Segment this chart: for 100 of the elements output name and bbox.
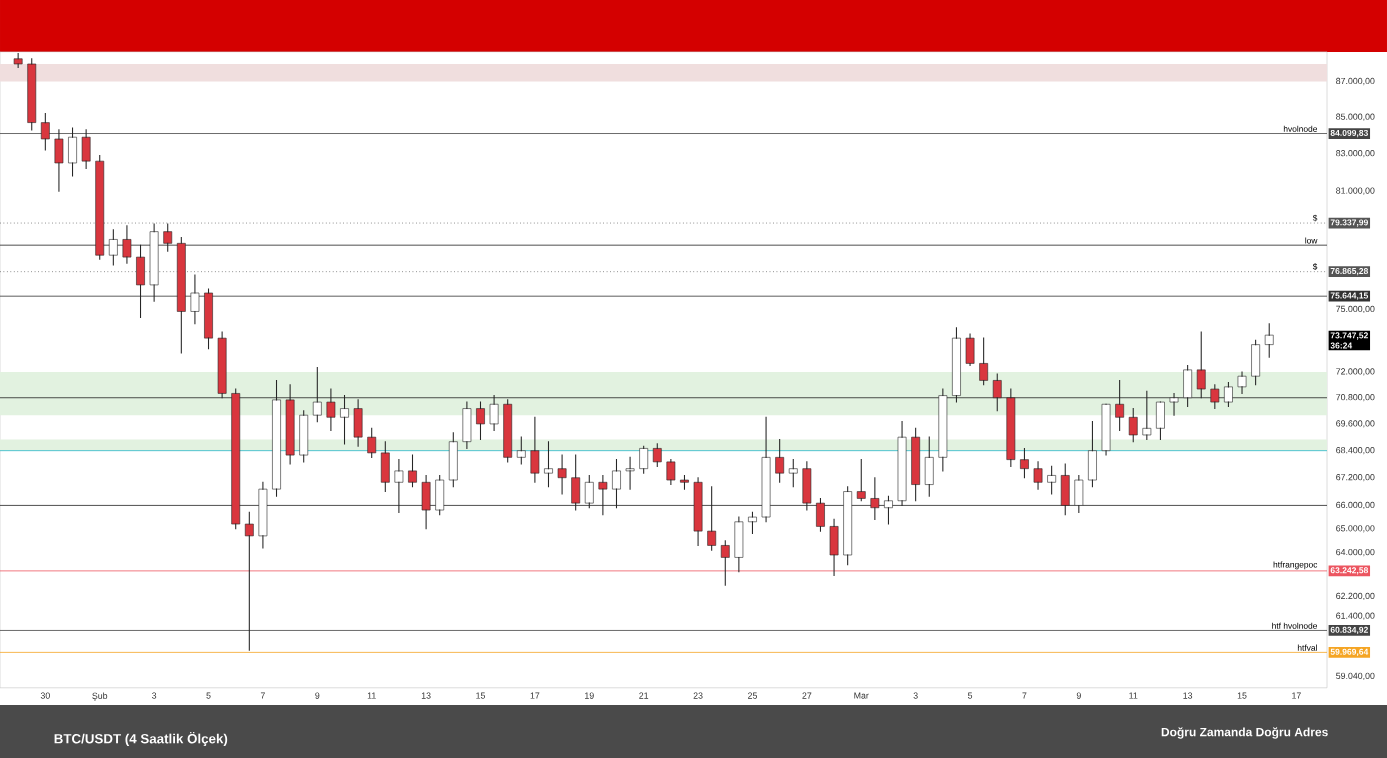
candlestick bbox=[1251, 339, 1260, 386]
annotation: 60.834,92 bbox=[1330, 626, 1368, 635]
candlestick bbox=[40, 113, 50, 151]
annotation: 79.337,99 bbox=[1330, 219, 1368, 227]
candlestick bbox=[530, 416, 540, 483]
candlestick bbox=[1237, 371, 1247, 394]
x-tick-label: 23 bbox=[693, 692, 703, 699]
candlestick bbox=[190, 274, 200, 325]
y-tick-label: 70.800,00 bbox=[1336, 394, 1375, 402]
y-tick-label: 75.000,00 bbox=[1336, 305, 1375, 314]
candlestick bbox=[748, 511, 757, 535]
candlestick bbox=[652, 443, 662, 467]
x-tick-label: 27 bbox=[802, 692, 812, 699]
y-tick-label: 64.000,00 bbox=[1336, 548, 1375, 557]
candlestick bbox=[1156, 401, 1165, 441]
y-tick-label: 67.200,00 bbox=[1336, 474, 1375, 482]
candlestick bbox=[81, 129, 91, 170]
candlestick bbox=[27, 58, 37, 131]
candlestick bbox=[516, 436, 526, 465]
x-tick-label: 11 bbox=[367, 692, 376, 699]
candlestick bbox=[680, 474, 689, 490]
y-tick-label: 69.600,00 bbox=[1336, 420, 1375, 428]
y-tick-label: 85.000,00 bbox=[1336, 113, 1375, 121]
x-tick-label: 3 bbox=[152, 692, 157, 699]
candlestick bbox=[1128, 408, 1138, 443]
ref-line-label: htfval bbox=[1297, 644, 1317, 651]
candlestick bbox=[204, 288, 213, 350]
candlestick bbox=[1033, 461, 1043, 490]
x-tick-label: Mar bbox=[854, 692, 869, 699]
ref-line-label: $ bbox=[1312, 263, 1318, 271]
candlestick bbox=[13, 53, 23, 69]
candlestick bbox=[408, 454, 417, 488]
candlestick bbox=[979, 337, 989, 386]
candlestick bbox=[299, 410, 309, 463]
text: BTC/USDT (4 Saatlik Ölçek) bbox=[54, 731, 228, 747]
annotation: 63.242,58 bbox=[1330, 567, 1369, 575]
text: 36:24 bbox=[1330, 342, 1353, 349]
candlestick bbox=[734, 516, 744, 573]
x-tick-label: 15 bbox=[476, 692, 486, 699]
ref-line-label: htfrangepoc bbox=[1273, 561, 1318, 570]
candlestick bbox=[1264, 323, 1274, 358]
annotation: 59.969,64 bbox=[1330, 648, 1369, 657]
x-tick-label: 17 bbox=[530, 692, 540, 699]
ref-line-label: low bbox=[1305, 237, 1318, 244]
x-tick-label: 13 bbox=[421, 692, 431, 699]
x-tick-label: 7 bbox=[1022, 692, 1027, 699]
x-tick-label: 7 bbox=[260, 692, 265, 699]
candlestick bbox=[1047, 465, 1057, 495]
candlestick bbox=[625, 456, 635, 490]
x-tick-label: 25 bbox=[748, 692, 757, 699]
candlestick bbox=[462, 401, 472, 449]
candlestick bbox=[380, 441, 390, 493]
y-tick-label: 68.400,00 bbox=[1336, 447, 1375, 455]
candlestick bbox=[544, 441, 553, 488]
x-tick-label: 30 bbox=[40, 692, 50, 699]
text: Doğru Zamanda Doğru Adres bbox=[1161, 727, 1328, 739]
candlestick bbox=[911, 427, 921, 502]
x-tick-label: 9 bbox=[315, 692, 320, 699]
ref-line-label: $ bbox=[1312, 214, 1318, 222]
candlestick bbox=[367, 427, 377, 458]
y-tick-label: 81.000,00 bbox=[1336, 187, 1375, 195]
candlestick bbox=[557, 454, 567, 495]
x-tick-label: 9 bbox=[1076, 692, 1081, 699]
y-tick-label: 59.040,00 bbox=[1336, 672, 1375, 680]
candlestick bbox=[775, 439, 785, 483]
candlestick bbox=[244, 511, 254, 651]
ref-line-label: hvolnode bbox=[1283, 125, 1318, 132]
candlestick bbox=[666, 459, 676, 486]
x-tick-label: 5 bbox=[206, 692, 211, 699]
x-tick-label: 5 bbox=[967, 692, 973, 699]
candlestick bbox=[1020, 447, 1029, 479]
candlestick bbox=[924, 436, 934, 497]
x-tick-label: 17 bbox=[1292, 692, 1301, 699]
text: 73.747,52 bbox=[1330, 332, 1368, 340]
annotation: 84.099,83 bbox=[1330, 129, 1368, 138]
candlestick bbox=[68, 127, 77, 177]
candlestick bbox=[1088, 421, 1097, 488]
x-tick-label: 21 bbox=[639, 692, 649, 699]
x-tick-label: 11 bbox=[1129, 692, 1138, 699]
x-tick-label: 15 bbox=[1237, 692, 1247, 699]
candlestick bbox=[720, 540, 730, 586]
candlestick bbox=[476, 401, 485, 441]
y-tick-label: 87.000,00 bbox=[1336, 77, 1375, 86]
y-tick-label: 61.400,00 bbox=[1336, 612, 1375, 620]
x-tick-label: 3 bbox=[913, 692, 918, 699]
x-tick-label: Şub bbox=[92, 692, 108, 701]
candlestick bbox=[448, 432, 458, 488]
candlestick bbox=[856, 459, 866, 502]
candlestick bbox=[965, 333, 975, 367]
candlestick bbox=[1101, 403, 1111, 456]
y-tick-label: 65.000,00 bbox=[1336, 525, 1375, 533]
annotation: 76.865,28 bbox=[1330, 268, 1369, 276]
x-tick-label: 19 bbox=[585, 692, 594, 699]
candlestick bbox=[54, 129, 64, 192]
ref-line-label: htf hvolnode bbox=[1272, 622, 1318, 629]
y-tick-label: 62.200,00 bbox=[1336, 592, 1375, 601]
x-tick-label: 13 bbox=[1183, 692, 1193, 699]
y-tick-label: 66.000,00 bbox=[1336, 501, 1375, 510]
y-tick-label: 72.000,00 bbox=[1336, 368, 1375, 376]
y-tick-label: 83.000,00 bbox=[1336, 150, 1375, 158]
